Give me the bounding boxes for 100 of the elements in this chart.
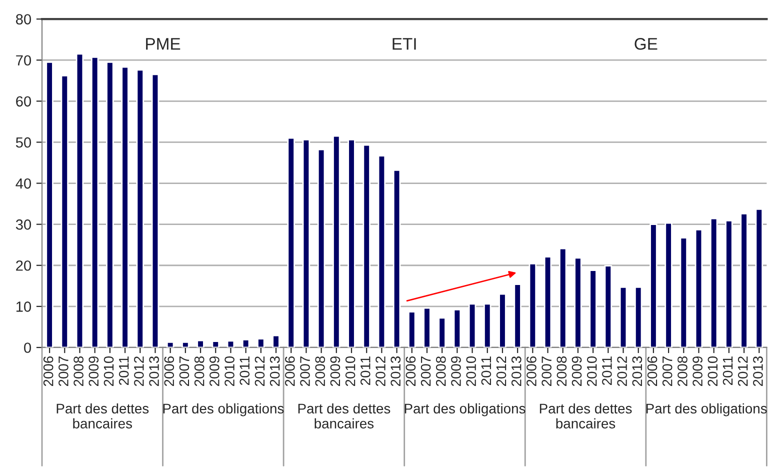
annotation: GE — [634, 38, 658, 50]
bar — [589, 270, 597, 348]
x-tick-label: 2006 — [164, 356, 174, 386]
x-tick-label: 2009 — [210, 356, 220, 386]
x-tick-label: 2006 — [647, 356, 658, 386]
x-tick-label: 2013 — [753, 356, 763, 386]
bar — [514, 284, 522, 348]
x-tick-label: 2006 — [526, 356, 536, 386]
x-tick-label: 2012 — [496, 356, 506, 386]
bar — [287, 137, 295, 348]
x-tick-label: 2007 — [542, 356, 552, 386]
x-tick-label: 2007 — [662, 356, 672, 386]
y-tick-label: 20 — [16, 260, 32, 271]
bar — [740, 212, 748, 348]
x-tick-label: 2013 — [390, 356, 401, 386]
bar — [453, 309, 462, 348]
y-tick-label: 40 — [16, 178, 32, 189]
bar — [408, 311, 416, 348]
text: Part des obligations — [646, 403, 767, 416]
bar — [272, 334, 280, 348]
x-tick-label: 2006 — [285, 356, 295, 386]
bar — [46, 61, 54, 348]
bar — [680, 237, 688, 348]
y-tick-label: 50 — [16, 137, 32, 148]
x-tick-label: 2006 — [406, 356, 416, 386]
annotation: PME — [146, 38, 180, 50]
x-tick-label: 2007 — [58, 356, 68, 386]
x-tick-label: 2009 — [451, 356, 461, 386]
bar — [574, 257, 582, 348]
bar — [650, 224, 658, 348]
x-tick-label: 2010 — [466, 356, 476, 386]
x-tick-label: 2011 — [722, 356, 733, 385]
bar — [212, 340, 220, 348]
bar — [484, 303, 492, 348]
bar — [604, 265, 612, 348]
bar — [76, 53, 84, 348]
text: Part des dettes bancaires — [540, 403, 632, 428]
bar — [528, 263, 537, 348]
bar — [392, 169, 401, 348]
x-tick-label: 2012 — [376, 356, 386, 386]
annotation: ETI — [392, 38, 416, 50]
x-tick-label: 2011 — [481, 356, 492, 385]
x-tick-label: 2007 — [420, 356, 431, 386]
bar — [182, 341, 190, 348]
text: Part des obligations — [404, 403, 526, 416]
x-tick-label: 2009 — [330, 356, 340, 386]
bar — [694, 228, 703, 348]
bar — [121, 66, 129, 348]
bar — [634, 286, 642, 348]
bar — [498, 293, 506, 348]
y-tick-label: 80 — [16, 14, 32, 24]
x-tick-label: 2008 — [678, 356, 688, 386]
x-tick-label: 2008 — [315, 356, 326, 386]
y-tick-label: 60 — [16, 96, 32, 107]
x-tick-label: 2013 — [149, 356, 159, 386]
text: Part des dettes bancaires — [298, 403, 390, 428]
x-tick-label: 2011 — [360, 356, 370, 385]
y-tick-label: 0 — [24, 342, 32, 353]
x-tick-label: 2012 — [134, 356, 144, 386]
y-tick-label: 30 — [16, 219, 32, 230]
x-tick-label: 2012 — [254, 356, 265, 386]
bar — [710, 218, 718, 348]
x-tick-label: 2010 — [345, 356, 356, 386]
x-tick-label: 2009 — [572, 356, 582, 386]
x-tick-label: 2010 — [104, 356, 114, 386]
text: Part des dettes bancaires — [56, 403, 149, 428]
bar — [226, 340, 235, 348]
x-tick-label: 2009 — [692, 356, 702, 386]
bar — [106, 61, 114, 348]
x-tick-label: 2009 — [88, 356, 99, 386]
bar — [619, 286, 628, 348]
x-tick-label: 2011 — [240, 356, 250, 385]
x-tick-label: 2007 — [179, 356, 190, 386]
x-tick-label: 2013 — [270, 356, 280, 386]
bar — [348, 139, 356, 348]
bar — [302, 139, 310, 348]
x-tick-label: 2012 — [617, 356, 627, 386]
bar — [755, 208, 764, 348]
bar — [242, 338, 250, 348]
bar — [468, 303, 476, 348]
bar — [378, 155, 386, 348]
bar — [196, 340, 204, 348]
bar — [332, 135, 340, 348]
x-tick-label: 2008 — [194, 356, 204, 386]
bar — [423, 307, 431, 348]
bar — [166, 341, 174, 348]
bar — [664, 222, 672, 348]
x-tick-label: 2010 — [224, 356, 234, 386]
bar — [257, 338, 265, 348]
bar — [725, 220, 733, 348]
bar — [362, 144, 370, 348]
x-tick-label: 2011 — [118, 356, 129, 385]
x-tick-label: 2010 — [586, 356, 597, 386]
x-tick-label: 2007 — [300, 356, 310, 386]
x-tick-label: 2008 — [74, 356, 84, 386]
x-tick-label: 2012 — [738, 356, 748, 386]
y-tick-label: 70 — [16, 55, 32, 66]
bar — [151, 74, 160, 348]
bar — [136, 69, 144, 348]
x-tick-label: 2006 — [43, 356, 54, 386]
